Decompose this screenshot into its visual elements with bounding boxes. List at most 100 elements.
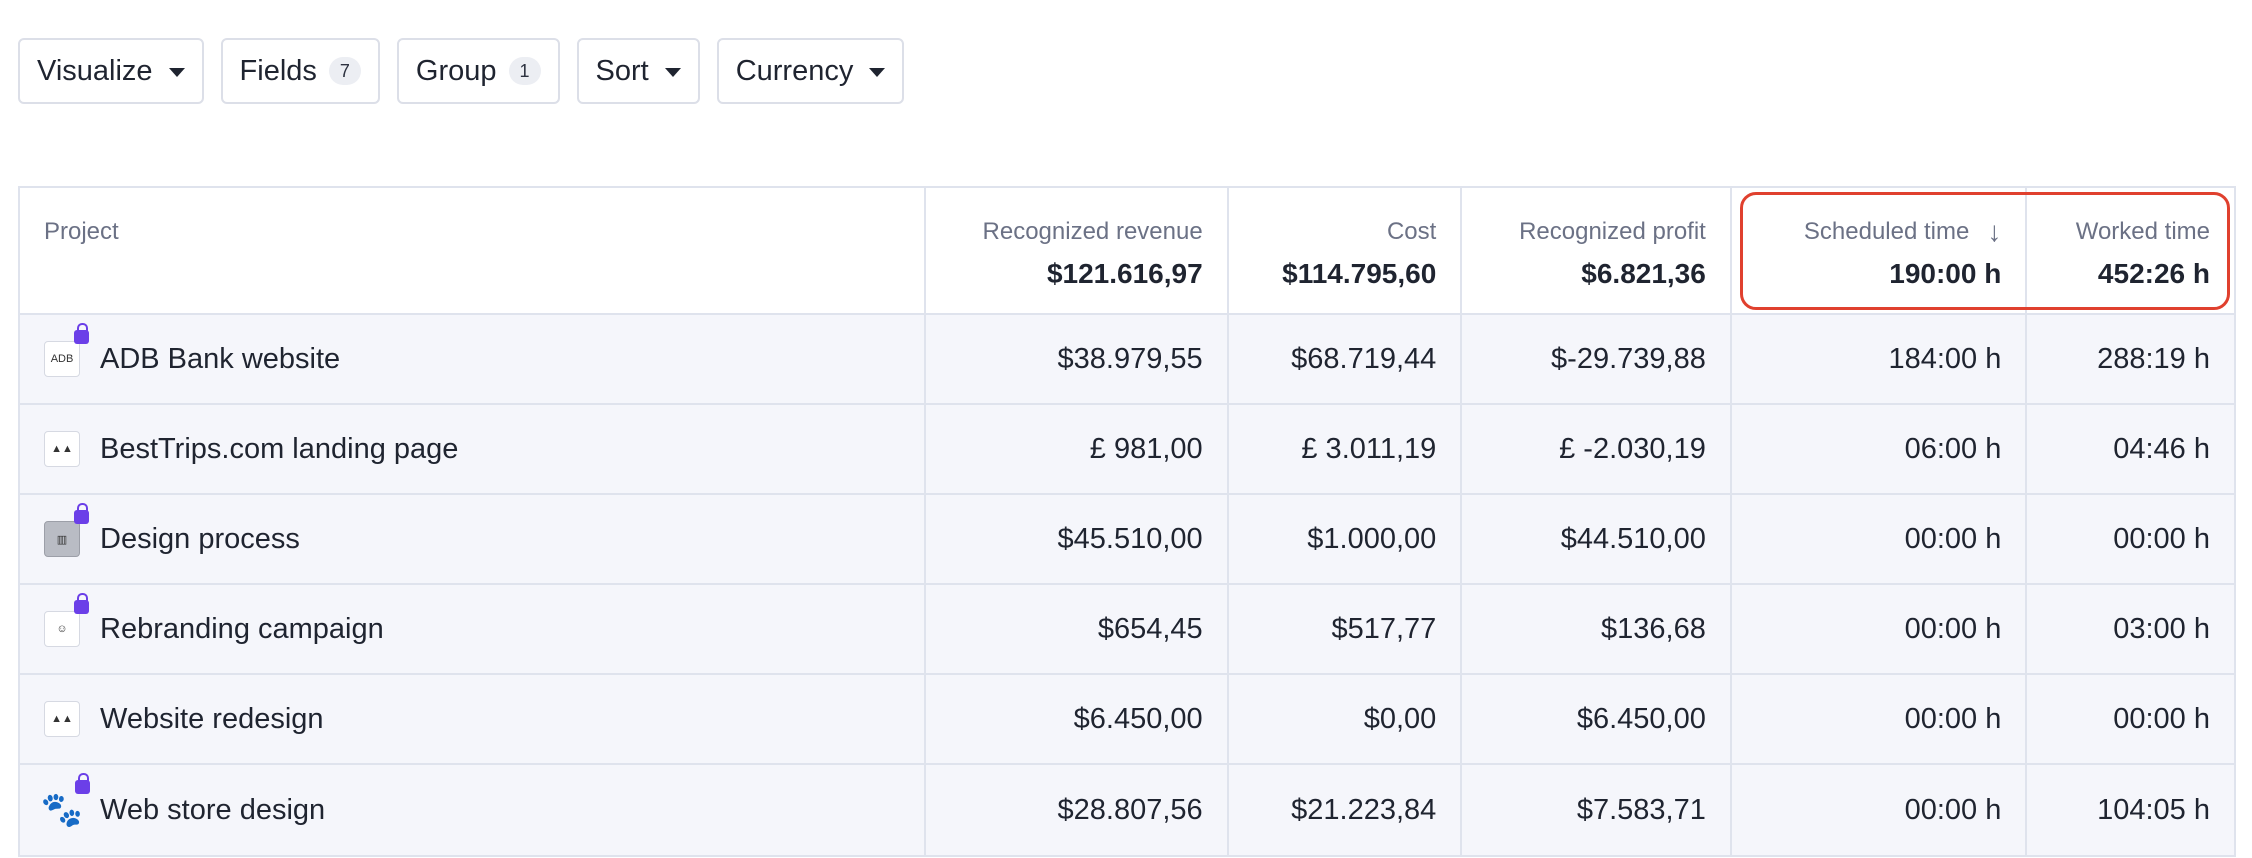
scheduled-cell: 00:00 h: [1732, 765, 2028, 855]
scheduled-cell: 00:00 h: [1732, 495, 2028, 583]
worked-cell: 104:05 h: [2097, 793, 2210, 826]
table-header: Project Recognized revenue $121.616,97 C…: [20, 188, 2234, 315]
project-logo-icon: ▲▲: [44, 431, 80, 467]
project-logo-icon: ▲▲: [44, 701, 80, 737]
worked-cell: 00:00 h: [2113, 702, 2210, 735]
project: ADB ADB Bank website: [44, 323, 341, 377]
lock-icon: [74, 593, 89, 614]
lock-icon: [75, 773, 90, 794]
column-total: 452:26 h: [2097, 258, 2210, 289]
column-header-project[interactable]: Project: [20, 188, 927, 313]
visualize-dropdown[interactable]: Visualize: [18, 38, 204, 104]
project-cell[interactable]: ☺ Rebranding campaign: [20, 585, 927, 673]
project-name[interactable]: ADB Bank website: [100, 342, 341, 375]
visualize-label: Visualize: [37, 54, 153, 87]
project-cell[interactable]: ▥ Design process: [20, 495, 927, 583]
column-label: Cost: [1386, 218, 1437, 245]
scheduled-cell: 184:00 h: [1732, 315, 2028, 403]
project-name[interactable]: Rebranding campaign: [100, 612, 384, 645]
logo-text: 🐾: [40, 791, 84, 829]
profit-cell: $7.583,71: [1462, 765, 1732, 855]
project-name[interactable]: BestTrips.com landing page: [100, 432, 459, 465]
column-header-profit[interactable]: Recognized profit $6.821,36: [1462, 188, 1732, 313]
column-label-wrap: Scheduled time ↓: [1804, 218, 2001, 246]
project-cell[interactable]: ADB ADB Bank website: [20, 315, 927, 403]
table-row[interactable]: ☺ Rebranding campaign $654,45 $517,77 $1…: [20, 585, 2234, 675]
lock-icon: [74, 503, 89, 524]
column-header-scheduled[interactable]: Scheduled time ↓ 190:00 h: [1732, 188, 2028, 313]
profit-cell: $-29.739,88: [1462, 315, 1732, 403]
sort-label: Sort: [595, 54, 649, 87]
table-row[interactable]: ADB ADB Bank website $38.979,55 $68.719,…: [20, 315, 2234, 405]
group-button[interactable]: Group 1: [396, 38, 560, 104]
worked-cell: 288:19 h: [2097, 342, 2210, 375]
fields-count-badge: 7: [328, 57, 361, 85]
revenue-cell: $28.807,56: [926, 765, 1229, 855]
worked-cell: 04:46 h: [2113, 432, 2210, 465]
group-count-badge: 1: [508, 57, 541, 85]
cost-cell: $1.000,00: [1229, 495, 1463, 583]
worked-cell: 00:00 h: [2113, 522, 2210, 555]
project-cell[interactable]: ▲▲ BestTrips.com landing page: [20, 405, 927, 493]
table-row[interactable]: ▲▲ BestTrips.com landing page £ 981,00 £…: [20, 405, 2234, 495]
arrow-down-icon[interactable]: ↓: [1987, 216, 2002, 247]
table-row[interactable]: ▥ Design process $45.510,00 $1.000,00 $4…: [20, 495, 2234, 585]
project-logo-icon: ADB: [44, 323, 89, 377]
column-header-worked[interactable]: Worked time 452:26 h: [2027, 188, 2234, 313]
fields-label: Fields: [239, 54, 317, 87]
table-row[interactable]: 🐾 Web store design $28.807,56 $21.223,84…: [20, 765, 2234, 855]
caret-down-icon: [664, 67, 681, 77]
column-label: Scheduled time: [1803, 218, 1970, 245]
project: ▥ Design process: [44, 503, 300, 557]
profit-cell: $136,68: [1462, 585, 1732, 673]
logo-text: ▥: [56, 533, 68, 546]
column-total: $121.616,97: [1046, 258, 1203, 289]
projects-table: Project Recognized revenue $121.616,97 C…: [18, 186, 2236, 857]
revenue-cell: $45.510,00: [926, 495, 1229, 583]
lock-icon: [74, 323, 89, 344]
logo-text: ▲▲: [51, 713, 73, 725]
logo-text: ▲▲: [51, 443, 73, 455]
revenue-cell: £ 981,00: [926, 405, 1229, 493]
scheduled-cell: 00:00 h: [1732, 675, 2028, 763]
revenue-cell: $6.450,00: [926, 675, 1229, 763]
sort-dropdown[interactable]: Sort: [576, 38, 700, 104]
column-total: $6.821,36: [1581, 258, 1706, 289]
revenue-cell: $654,45: [926, 585, 1229, 673]
worked-cell: 03:00 h: [2113, 612, 2210, 645]
cost-cell: $517,77: [1229, 585, 1463, 673]
project: ▲▲ BestTrips.com landing page: [44, 431, 458, 467]
project-cell[interactable]: ▲▲ Website redesign: [20, 675, 927, 763]
project: ☺ Rebranding campaign: [44, 593, 384, 647]
column-label: Recognized revenue: [982, 218, 1203, 245]
project-logo-icon: ☺: [44, 593, 89, 647]
column-label: Recognized profit: [1519, 218, 1706, 245]
column-header-revenue[interactable]: Recognized revenue $121.616,97: [926, 188, 1229, 313]
currency-dropdown[interactable]: Currency: [716, 38, 905, 104]
scheduled-cell: 00:00 h: [1732, 585, 2028, 673]
column-label: Project: [44, 218, 119, 245]
project: 🐾 Web store design: [40, 773, 326, 829]
column-label: Worked time: [2075, 218, 2210, 245]
project-name[interactable]: Web store design: [100, 793, 326, 826]
building-icon: ▥: [44, 503, 89, 557]
table-row[interactable]: ▲▲ Website redesign $6.450,00 $0,00 $6.4…: [20, 675, 2234, 765]
revenue-cell: $38.979,55: [926, 315, 1229, 403]
caret-down-icon: [168, 67, 185, 77]
profit-cell: $44.510,00: [1462, 495, 1732, 583]
cost-cell: $21.223,84: [1229, 765, 1463, 855]
column-total: $114.795,60: [1282, 258, 1437, 289]
fields-button[interactable]: Fields 7: [220, 38, 380, 104]
currency-label: Currency: [735, 54, 854, 87]
project-name[interactable]: Design process: [100, 522, 300, 555]
scheduled-cell: 06:00 h: [1732, 405, 2028, 493]
toolbar: Visualize Fields 7 Group 1 Sort Currency: [18, 38, 905, 104]
cost-cell: £ 3.011,19: [1229, 405, 1463, 493]
profit-cell: $6.450,00: [1462, 675, 1732, 763]
project-cell[interactable]: 🐾 Web store design: [20, 765, 927, 855]
logo-text: ADB: [50, 353, 74, 365]
project-name[interactable]: Website redesign: [100, 702, 324, 735]
column-header-cost[interactable]: Cost $114.795,60: [1229, 188, 1463, 313]
column-total: 190:00 h: [1889, 258, 2002, 289]
project: ▲▲ Website redesign: [44, 701, 324, 737]
